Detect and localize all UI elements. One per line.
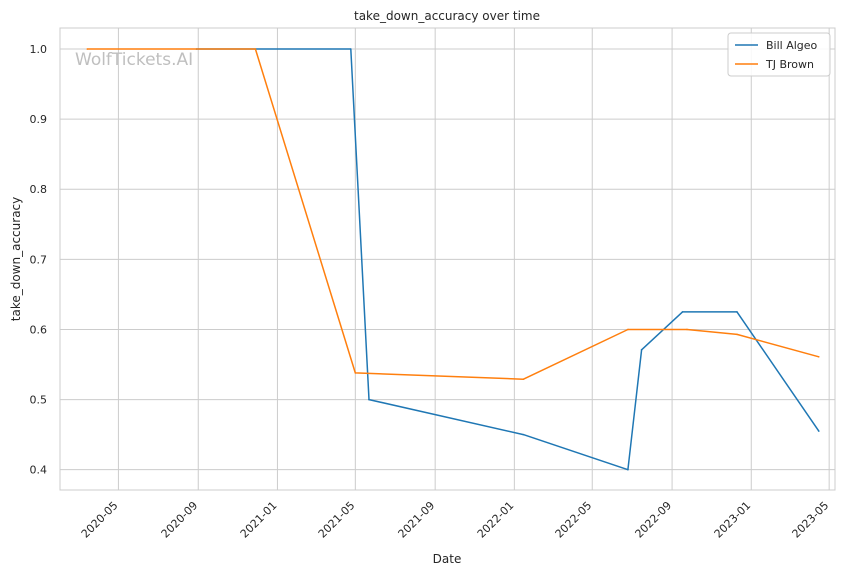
y-tick-label: 0.8 [30, 183, 48, 196]
y-tick-label: 0.6 [30, 323, 48, 336]
data-point [817, 355, 820, 358]
data-point [640, 348, 643, 351]
series-line [87, 48, 819, 380]
watermark: WolfTickets.AI [75, 50, 193, 70]
data-point [86, 48, 89, 50]
plot-area-frame [59, 27, 836, 491]
y-tick-label: 0.4 [30, 464, 48, 477]
y-axis-label: take_down_accuracy [9, 197, 23, 321]
data-point [681, 311, 684, 313]
grid [60, 28, 835, 490]
legend: Bill Algeo TJ Brown [727, 32, 831, 77]
data-point [354, 372, 357, 374]
y-tick-label: 0.7 [30, 253, 48, 266]
y-tick-labels: 0.4 0.5 0.6 0.7 0.8 0.9 1.0 [30, 43, 48, 477]
data-point [817, 430, 820, 432]
y-tick-label: 1.0 [30, 43, 48, 56]
data-point [736, 333, 738, 336]
data-point [627, 328, 629, 331]
data-point [349, 48, 352, 50]
legend-label: TJ Brown [765, 58, 814, 71]
chart-title: take_down_accuracy over time [354, 9, 540, 23]
data-point [522, 433, 525, 436]
data-point [627, 468, 629, 471]
data-point [368, 398, 370, 401]
x-axis-label: Date [433, 552, 462, 566]
data-point [736, 311, 738, 313]
data-point [522, 378, 525, 381]
y-tick-label: 0.5 [30, 394, 48, 407]
y-tick-label: 0.9 [30, 113, 48, 126]
data-point [686, 328, 688, 331]
legend-box [727, 32, 831, 77]
data-point [254, 48, 257, 50]
series-lines [86, 48, 820, 471]
legend-label: Bill Algeo [766, 39, 818, 52]
